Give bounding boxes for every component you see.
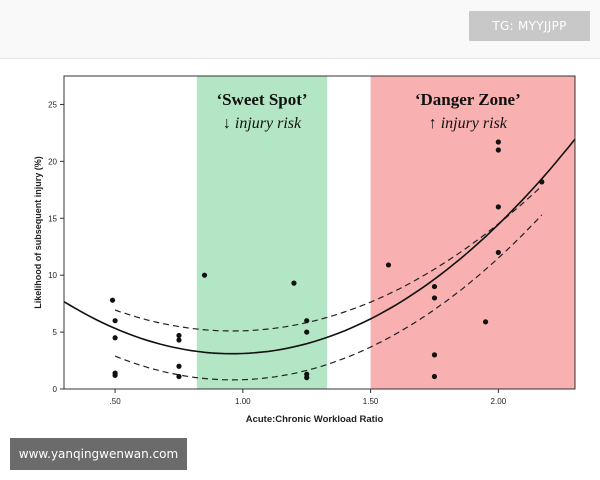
x-tick-label: 2.00 xyxy=(491,397,507,406)
data-point xyxy=(291,280,297,286)
plot-frame xyxy=(63,75,576,390)
data-point xyxy=(112,372,118,378)
sweet-spot-title: ‘Sweet Spot’ xyxy=(216,90,307,109)
upper-confidence-curve xyxy=(114,185,543,332)
workload-injury-chart: .50 1.00 1.50 2.00 0 5 10 15 20 25 ‘Sweet Spot’ ↓ … xyxy=(33,75,576,425)
x-axis-label: Acute:Chronic Workload Ratio xyxy=(246,414,384,425)
data-point xyxy=(176,373,182,380)
data-point xyxy=(385,262,392,268)
data-point xyxy=(431,283,438,290)
y-tick-label: 15 xyxy=(48,214,57,223)
data-points-layer xyxy=(109,139,545,381)
data-point xyxy=(201,272,208,278)
data-point xyxy=(176,363,182,369)
sweet-spot-subtitle: ↓ injury risk xyxy=(223,115,302,132)
data-point xyxy=(495,139,501,145)
data-point xyxy=(112,335,118,341)
data-point xyxy=(431,352,438,358)
y-tick-label: 5 xyxy=(53,328,58,337)
y-tick-label: 20 xyxy=(48,157,57,166)
x-tick-label: .50 xyxy=(110,397,122,406)
y-tick-label: 10 xyxy=(48,271,57,280)
danger-zone-zone xyxy=(370,76,575,389)
data-point xyxy=(304,329,310,335)
fit-curve xyxy=(63,138,576,355)
lower-confidence-curve xyxy=(114,214,543,381)
data-point xyxy=(539,179,545,185)
data-point xyxy=(176,332,182,339)
data-point xyxy=(495,204,501,210)
sweet-spot-zone xyxy=(196,76,328,389)
y-axis-label: Likelihood of subsequent injury (%) xyxy=(33,156,43,309)
axes-layer: .50 1.00 1.50 2.00 0 5 10 15 20 25 xyxy=(48,75,576,406)
zones-layer xyxy=(196,76,575,389)
data-point xyxy=(304,318,310,324)
data-point xyxy=(495,249,501,256)
danger-zone-title: ‘Danger Zone’ xyxy=(415,90,521,109)
fit-curves-layer xyxy=(63,138,576,381)
data-point xyxy=(109,297,116,303)
tag-badge: TG: MYYJJPP xyxy=(469,11,590,41)
data-point xyxy=(112,318,118,324)
x-tick-label: 1.00 xyxy=(235,397,251,406)
zone-labels-layer: ‘Sweet Spot’ ↓ injury risk ‘Danger Zone’ ↑ … xyxy=(216,90,520,132)
watermark: www.yanqingwenwan.com xyxy=(10,438,187,470)
x-tick-label: 1.50 xyxy=(363,397,379,406)
y-tick-label: 0 xyxy=(53,385,58,394)
data-point xyxy=(431,373,438,380)
danger-zone-subtitle: ↑ injury risk xyxy=(429,115,508,132)
data-point xyxy=(482,319,489,325)
data-point xyxy=(495,147,501,153)
data-point xyxy=(304,375,310,381)
y-tick-label: 25 xyxy=(48,100,57,109)
data-point xyxy=(431,295,438,301)
data-point xyxy=(176,337,182,343)
